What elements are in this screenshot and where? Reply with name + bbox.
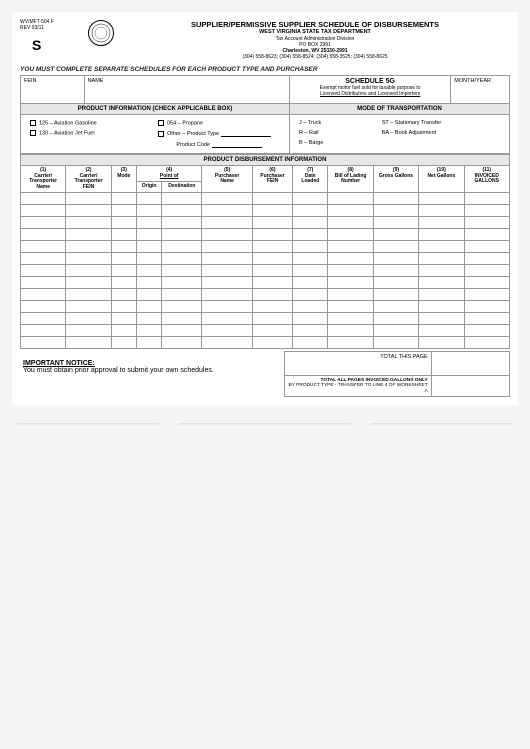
table-row[interactable] [21,253,510,265]
opt-125: 125 – Aviation Gasoline [39,120,97,126]
mode-b: B – Barge [296,138,379,148]
top-table: FEIN NAME SCHEDULE 5G Exempt motor fuel … [20,75,510,154]
table-row[interactable] [21,229,510,241]
total-page-label: TOTAL THIS PAGE [284,352,431,376]
schedule-code: SCHEDULE 5G [293,78,447,85]
table-row[interactable] [21,205,510,217]
monthyear-label: MONTH/YEAR [451,75,510,103]
product-code-label: Product Code [176,142,210,148]
col-7: (7)DateLoaded [293,166,328,193]
col-6: (6)PurchaserFEIN [252,166,292,193]
table-row[interactable] [21,265,510,277]
footer-row: IMPORTANT NOTICE: You must obtain prior … [20,351,510,397]
table-row[interactable] [21,217,510,229]
col-8: (8)Bill of LadingNumber [328,166,373,193]
form-code-2: REV 03/11 [20,26,78,32]
checkbox-125[interactable] [30,120,36,126]
col-1: (1)Carrier/TransporterName [21,166,66,193]
important-notice: IMPORTANT NOTICE: [23,360,95,367]
checkbox-054[interactable] [158,120,164,126]
dept: WEST VIRGINIA STATE TAX DEPARTMENT [120,29,510,36]
checkbox-other[interactable] [158,131,164,137]
table-row[interactable] [21,313,510,325]
instruction: YOU MUST COMPLETE SEPARATE SCHEDULES FOR… [20,66,510,73]
disb-heading: PRODUCT DISBURSEMENT INFORMATION [21,155,510,166]
total-all-label: TOTAL ALL PAGES INVOICED GALLONS ONLY BY… [284,376,431,397]
table-row[interactable] [21,241,510,253]
product-options: 125 – Aviation Gasoline 054 – Propane 13… [21,114,290,153]
phones: (304) 558-8623; (304) 558-8524; (304) 55… [120,54,510,60]
table-row[interactable] [21,289,510,301]
mode-options: J – Truck ST – Stationary Transfer R – R… [289,114,509,153]
page-shadow-decor [12,423,518,426]
product-code-input[interactable] [212,141,262,148]
mode-r: R – Rail [296,128,379,138]
disbursement-table: PRODUCT DISBURSEMENT INFORMATION (1)Carr… [20,154,510,349]
opt-other: Other – Product Type [167,131,219,137]
notice-text: You must obtain prior approval to submit… [23,367,214,374]
table-row[interactable] [21,337,510,349]
fein-label: FEIN [21,75,85,103]
title: SUPPLIER/PERMISSIVE SUPPLIER SCHEDULE OF… [120,20,510,29]
total-all-value[interactable] [431,376,509,397]
table-row[interactable] [21,277,510,289]
mode-heading: MODE OF TRANSPORTATION [289,103,509,114]
schedule-letter: S [32,37,78,53]
col-10: (10)Net Gallons [419,166,464,193]
table-row[interactable] [21,301,510,313]
header: WV/MFT-504 F REV 03/11 S SUPPLIER/PERMIS… [20,20,510,60]
other-type-input[interactable] [221,130,271,137]
form-code-block: WV/MFT-504 F REV 03/11 S [20,20,78,53]
mode-st: ST – Stationary Transfer [379,118,503,128]
col-11: (11)INVOICEDGALLONS [464,166,509,193]
title-block: SUPPLIER/PERMISSIVE SUPPLIER SCHEDULE OF… [120,20,510,60]
checkbox-130[interactable] [30,130,36,136]
table-row[interactable] [21,193,510,205]
notice-cell: IMPORTANT NOTICE: You must obtain prior … [20,352,284,376]
product-info-heading: PRODUCT INFORMATION (CHECK APPLICABLE BO… [21,103,290,114]
opt-054: 054 – Propane [167,120,203,126]
state-seal-icon [88,20,114,46]
table-row[interactable] [21,325,510,337]
col-2: (2)Carrier/TransporterFEIN [66,166,111,193]
form-page: WV/MFT-504 F REV 03/11 S SUPPLIER/PERMIS… [12,12,518,405]
col-9: (9)Gross Gallons [373,166,418,193]
mode-ba: BA – Book Adjustment [379,128,503,138]
mode-j: J – Truck [296,118,379,128]
schedule-sub2: Licensed Distributors and Licensed Impor… [293,91,447,97]
col-4-dest: Destination [162,182,202,193]
col-3: (3)Mode [111,166,136,193]
total-page-value[interactable] [431,352,509,376]
col-4-top: (4)Point of [136,166,202,182]
opt-130: 130 – Aviation Jet Fuel [39,131,95,137]
name-label: NAME [84,75,289,103]
schedule-cell: SCHEDULE 5G Exempt motor fuel sold for t… [289,75,450,103]
col-5: (5)PurchaserName [202,166,252,193]
col-4-origin: Origin [136,182,161,193]
